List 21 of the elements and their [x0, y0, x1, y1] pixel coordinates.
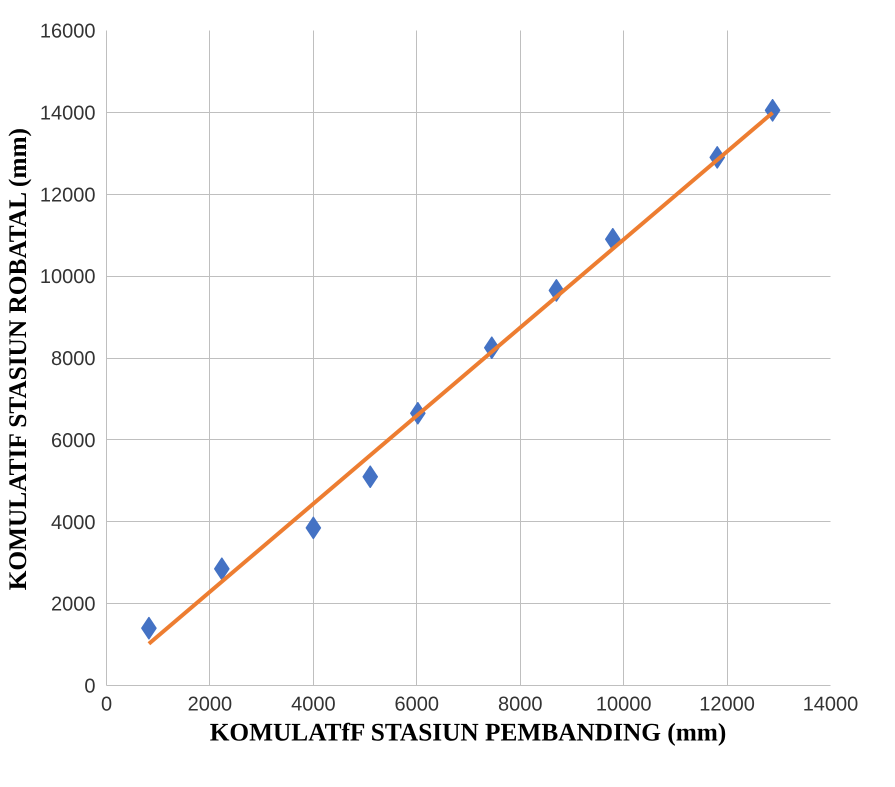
y-tick-label: 6000 [51, 430, 96, 452]
point [362, 465, 378, 488]
x-tick-label: 14000 [802, 694, 858, 716]
y-axis-title: KOMULATIF STASIUN ROBATAL (mm) [4, 128, 32, 590]
x-tick-label: 0 [100, 694, 112, 716]
y-tick-label: 14000 [40, 102, 96, 124]
y-tick-label: 16000 [40, 20, 96, 42]
x-tick-label: 8000 [498, 694, 542, 716]
point [214, 557, 230, 580]
y-tick-label: 2000 [51, 594, 96, 616]
x-tick-label: 12000 [699, 694, 755, 716]
y-tick-label: 12000 [40, 184, 96, 206]
x-tick-label: 2000 [188, 694, 232, 716]
x-tick-label: 10000 [596, 694, 652, 716]
x-tick-label: 6000 [394, 694, 440, 716]
x-axis-title: KOMULATfF STASIUN PEMBANDING (mm) [210, 718, 726, 746]
y-tick-label: 8000 [51, 348, 96, 370]
y-tick-label: 10000 [40, 266, 96, 288]
y-tick-label: 4000 [51, 512, 96, 534]
x-tick-label: 4000 [291, 694, 336, 716]
y-tick-label: 0 [84, 676, 96, 698]
